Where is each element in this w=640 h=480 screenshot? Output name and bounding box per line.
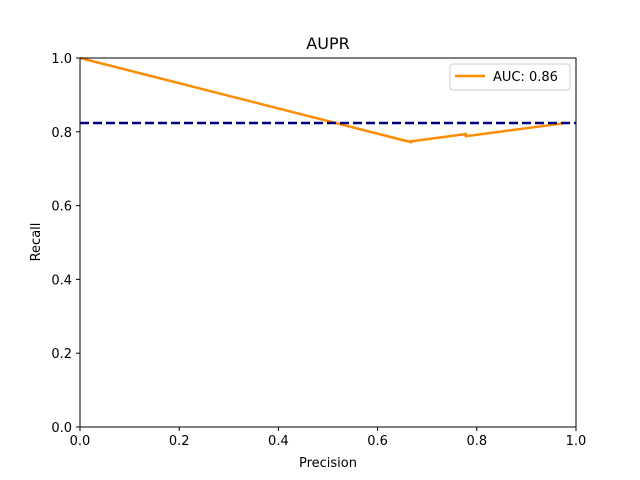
axis-ticks: 0.0 0.2 0.4 0.6 0.8 1.0 0.0 0.2 0.4 0.6 0.8 1.0 — [51, 52, 586, 449]
y-tick-label: 0.0 — [51, 421, 72, 436]
x-axis-label: Precision — [299, 456, 357, 471]
x-tick-label: 0.4 — [268, 434, 289, 449]
x-tick-label: 1.0 — [566, 434, 587, 449]
y-tick-label: 0.8 — [51, 126, 72, 141]
chart-title: AUPR — [306, 34, 349, 53]
x-tick-label: 0.8 — [466, 434, 487, 449]
x-tick-label: 0.0 — [70, 434, 91, 449]
y-tick-label: 1.0 — [51, 52, 72, 67]
y-axis-label: Recall — [29, 223, 44, 262]
plot-area — [79, 56, 576, 144]
x-tick-label: 0.2 — [169, 434, 190, 449]
y-tick-label: 0.6 — [51, 200, 72, 215]
axes-frame — [79, 57, 577, 428]
legend: AUC: 0.86 — [449, 63, 571, 91]
y-tick-label: 0.4 — [51, 273, 72, 288]
legend-box — [449, 63, 571, 91]
y-tick-label: 0.2 — [51, 347, 72, 362]
series-line-auc — [79, 56, 567, 144]
x-tick-label: 0.6 — [367, 434, 388, 449]
legend-label-auc: AUC: 0.86 — [493, 70, 558, 85]
